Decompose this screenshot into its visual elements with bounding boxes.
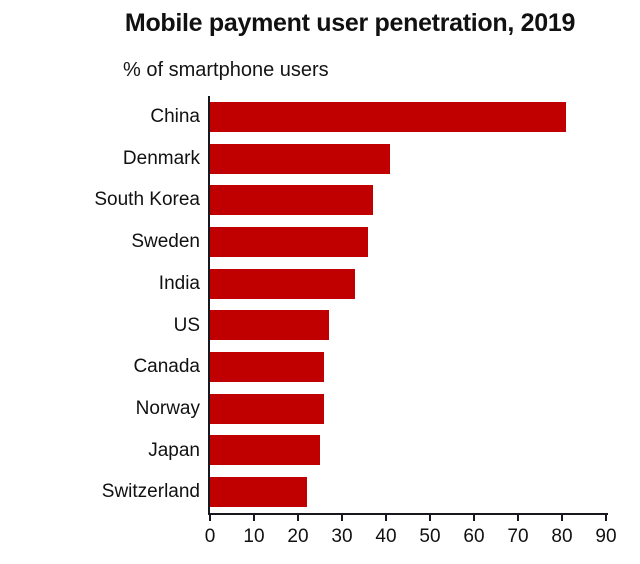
bar-south-korea: [210, 185, 373, 216]
y-axis-line: [208, 96, 210, 515]
category-label: US: [173, 314, 200, 336]
x-tick-label: 40: [375, 526, 397, 547]
x-tick: [253, 515, 255, 521]
category-label: Switzerland: [101, 481, 200, 503]
category-label: Japan: [148, 439, 200, 461]
category-label: Sweden: [131, 231, 200, 253]
bar-us: [210, 310, 329, 341]
plot-area: 0 10 20 30 40 50 60 70 80 90: [205, 96, 617, 547]
x-axis-line: [208, 513, 608, 515]
category-label: India: [158, 272, 200, 294]
x-tick-label: 60: [463, 526, 485, 547]
x-tick-label: 90: [595, 526, 617, 547]
bar-canada: [210, 352, 325, 383]
category-label: South Korea: [94, 189, 200, 211]
x-tick-label: 80: [551, 526, 573, 547]
chart-subtitle: % of smartphone users: [123, 59, 329, 81]
x-tick-label: 10: [243, 526, 265, 547]
x-tick-label: 70: [507, 526, 529, 547]
x-tick: [605, 515, 607, 521]
x-tick-label: 50: [419, 526, 441, 547]
category-label: Denmark: [122, 147, 200, 169]
x-tick-label: 30: [331, 526, 353, 547]
x-tick: [385, 515, 387, 521]
bar-switzerland: [210, 477, 307, 508]
category-label: Norway: [135, 397, 200, 419]
x-tick-label: 0: [204, 526, 216, 547]
bar-india: [210, 268, 356, 299]
category-label: Canada: [133, 356, 200, 378]
bar-norway: [210, 393, 325, 424]
bar-japan: [210, 435, 320, 466]
x-tick: [561, 515, 563, 521]
x-tick: [209, 515, 211, 521]
x-tick: [341, 515, 343, 521]
bar-china: [210, 101, 567, 132]
x-tick: [297, 515, 299, 521]
x-tick-label: 20: [287, 526, 309, 547]
x-tick: [473, 515, 475, 521]
x-tick: [517, 515, 519, 521]
bar-sweden: [210, 226, 369, 257]
bar-denmark: [210, 143, 391, 174]
category-label: China: [150, 106, 200, 127]
x-tick: [429, 515, 431, 521]
chart-title: Mobile payment user penetration, 2019: [124, 9, 576, 37]
